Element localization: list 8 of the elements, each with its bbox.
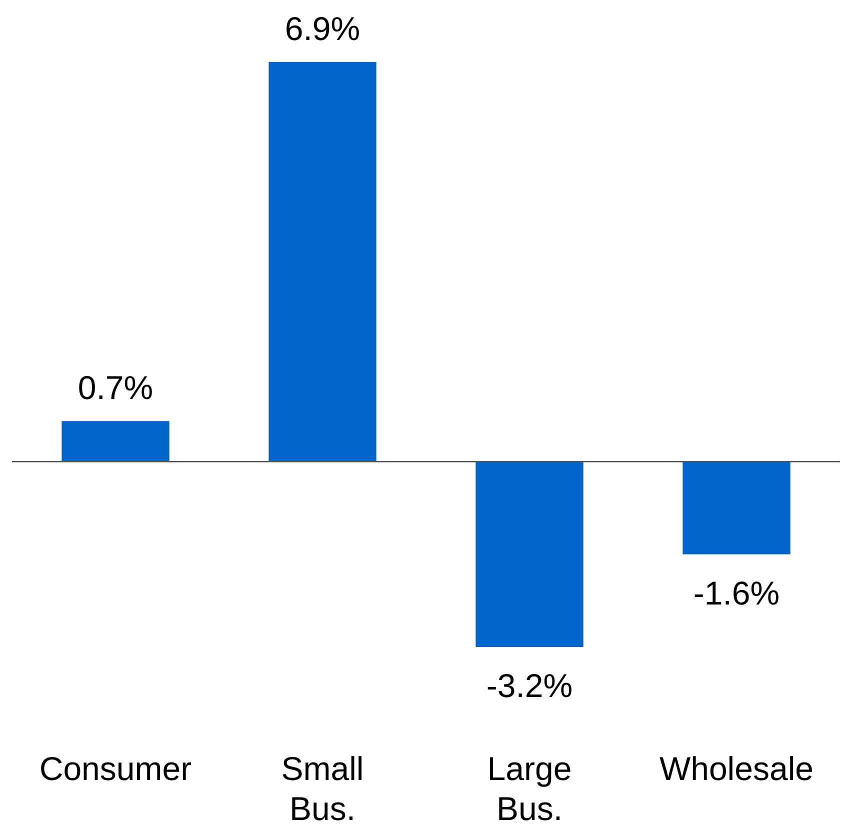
- data-label: -3.2%: [486, 667, 573, 704]
- x-tick-label: Consumer: [39, 750, 192, 787]
- x-tick-label: Large Bus.: [487, 750, 572, 827]
- data-label: -1.6%: [693, 574, 780, 612]
- data-label: 6.9%: [284, 10, 360, 47]
- data-label: 0.7%: [78, 369, 154, 406]
- x-tick-label: Wholesale: [659, 750, 814, 787]
- x-tick-label: Small Bus.: [281, 750, 364, 827]
